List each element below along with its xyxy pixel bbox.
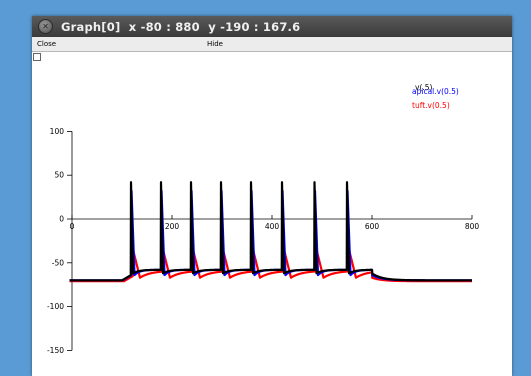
x-tick-label: 0: [70, 222, 75, 231]
y-tick-label: -150: [47, 346, 64, 355]
y-tick-label: -50: [52, 258, 64, 267]
x-tick-label: 600: [365, 222, 380, 231]
y-tick-label: 100: [50, 127, 65, 136]
x-tick-label: 200: [165, 222, 180, 231]
window-title: Graph[0] x -80 : 880 y -190 : 167.6: [61, 19, 301, 34]
title-bar[interactable]: ✕ Graph[0] x -80 : 880 y -190 : 167.6: [32, 16, 512, 37]
graph-canvas[interactable]: 100 50 0 -50 -100 -150 0 200 400 600 800 v(.5) apica…: [32, 52, 512, 376]
legend-label: apical.v(0.5): [412, 87, 459, 96]
x-tick-label: 800: [465, 222, 480, 231]
y-tick-label: 0: [59, 215, 64, 224]
x-tick-label: 400: [265, 222, 280, 231]
y-tick-label: -100: [47, 302, 64, 311]
legend-label: v(.5): [415, 83, 433, 92]
graph-window: ✕ Graph[0] x -80 : 880 y -190 : 167.6 Cl…: [32, 16, 512, 376]
voltage-chart: 100 50 0 -50 -100 -150 0 200 400 600 800 v(.5)apica…: [47, 83, 480, 355]
y-tick-label: 50: [54, 171, 64, 180]
menu-bar: Close Hide: [32, 37, 512, 52]
trace-v-5-: [68, 181, 473, 282]
window-close-icon[interactable]: ✕: [38, 19, 53, 34]
graph-corner-checkbox[interactable]: [33, 53, 41, 61]
hide-menu-item[interactable]: Hide: [207, 40, 223, 48]
close-menu-item[interactable]: Close: [37, 40, 57, 48]
legend-label: tuft.v(0.5): [412, 101, 450, 110]
